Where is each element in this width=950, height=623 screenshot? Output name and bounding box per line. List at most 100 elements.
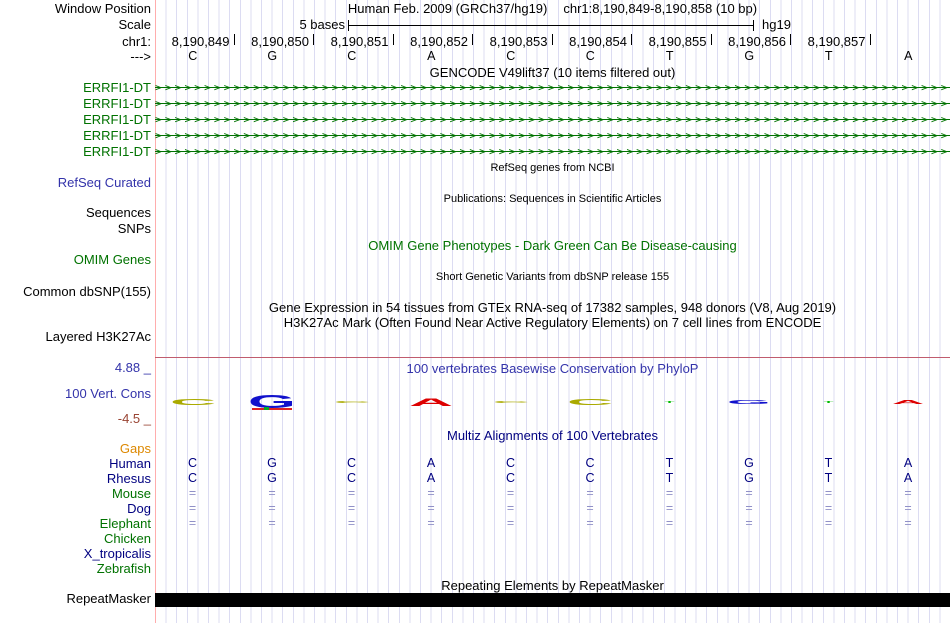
alignment-base: C <box>585 456 595 470</box>
track-label-gene[interactable]: ERRFI1-DT <box>83 128 151 143</box>
alignment-base: C <box>187 456 198 470</box>
gene-transcript-row[interactable]: >>>>>>>>>>>>>>>>>>>>>>>>>>>>>>>>>>>>>>>>… <box>155 97 950 110</box>
track-label-species-gaps[interactable]: Gaps <box>119 441 151 456</box>
gene-transcript-row[interactable]: >>>>>>>>>>>>>>>>>>>>>>>>>>>>>>>>>>>>>>>>… <box>155 129 950 142</box>
alignment-base: = <box>188 501 197 515</box>
ruler-tick <box>631 34 632 45</box>
ruler-tick <box>392 34 394 45</box>
alignment-base: G <box>267 471 277 485</box>
gene-transcript-row[interactable]: >>>>>>>>>>>>>>>>>>>>>>>>>>>>>>>>>>>>>>>>… <box>155 113 950 126</box>
alignment-base: T <box>824 456 833 470</box>
track-label-gene[interactable]: ERRFI1-DT <box>83 144 151 159</box>
title-gencode: GENCODE V49lift37 (10 items filtered out… <box>429 65 676 80</box>
scale-bar <box>348 25 754 26</box>
ruler-position-label: 8,190,853 <box>489 34 548 49</box>
track-label-species-rhesus[interactable]: Rhesus <box>106 471 151 486</box>
reference-base: T <box>665 49 674 63</box>
alignment-base: = <box>506 501 515 515</box>
window-position-header: Human Feb. 2009 (GRCh37/hg19) chr1:8,190,… <box>155 2 950 15</box>
gene-transcript-row[interactable]: >>>>>>>>>>>>>>>>>>>>>>>>>>>>>>>>>>>>>>>>… <box>155 145 950 158</box>
alignment-base: = <box>427 501 435 515</box>
phylop-base-glyph: G <box>248 391 297 413</box>
title-multiz: Multiz Alignments of 100 Vertebrates <box>446 428 658 443</box>
alignment-base: T <box>665 456 674 470</box>
assembly-title: Human Feb. 2009 (GRCh37/hg19) <box>347 1 548 16</box>
track-label-sequences[interactable]: Sequences <box>85 205 151 220</box>
phylop-glyph-extra <box>252 408 293 410</box>
title-h3k27ac: H3K27Ac Mark (Often Found Near Active Re… <box>283 315 822 330</box>
track-label-species-human[interactable]: Human <box>109 456 151 471</box>
scale-label: Scale <box>118 17 151 32</box>
alignment-base: = <box>586 501 594 515</box>
ruler-position-label: 8,190,855 <box>648 34 707 49</box>
ruler-tick <box>710 34 712 45</box>
alignment-base: = <box>745 516 753 530</box>
scale-value: 5 bases <box>299 17 345 32</box>
alignment-base: C <box>585 471 595 485</box>
title-publications: Publications: Sequences in Scientific Ar… <box>443 193 662 205</box>
track-label-refseq-curated[interactable]: RefSeq Curated <box>57 175 151 190</box>
track-label-gene[interactable]: ERRFI1-DT <box>83 80 151 95</box>
alignment-base: C <box>346 456 357 470</box>
alignment-base: = <box>188 486 197 500</box>
track-label-species-dog[interactable]: Dog <box>127 501 151 516</box>
phylop-base-glyph: T <box>823 400 834 404</box>
alignment-base: G <box>267 456 277 470</box>
track-label-species-mouse[interactable]: Mouse <box>111 486 151 501</box>
track-label-omim-genes[interactable]: OMIM Genes <box>73 252 151 267</box>
title-phylop: 100 vertebrates Basewise Conservation by… <box>406 361 699 376</box>
alignment-base: A <box>903 456 913 470</box>
track-label-gene[interactable]: ERRFI1-DT <box>83 112 151 127</box>
track-label-gene[interactable]: ERRFI1-DT <box>83 96 151 111</box>
alignment-base: A <box>426 471 436 485</box>
phylop-glyph-letter: G <box>727 398 772 406</box>
cons-axis-max: 4.88 _ <box>114 360 151 375</box>
ruler-position-label: 8,190,850 <box>251 34 309 49</box>
alignment-base: = <box>824 501 833 515</box>
reference-base: A <box>427 49 436 63</box>
gene-transcript-row[interactable]: >>>>>>>>>>>>>>>>>>>>>>>>>>>>>>>>>>>>>>>>… <box>155 81 950 94</box>
strand-arrow-label: ---> <box>130 49 151 64</box>
track-label-repeatmasker[interactable]: RepeatMasker <box>66 591 151 606</box>
alignment-base: G <box>744 456 754 470</box>
alignment-base: = <box>268 516 276 530</box>
alignment-base: = <box>586 516 594 530</box>
phylop-glyph-letter: C <box>567 397 614 407</box>
phylop-base-glyph: T <box>664 400 675 404</box>
ruler-tick <box>472 34 473 45</box>
phylop-glyph-letter: T <box>664 400 675 404</box>
track-label-common-dbsnp[interactable]: Common dbSNP(155) <box>23 284 151 299</box>
alignment-base: = <box>904 501 912 515</box>
alignment-base: = <box>665 486 674 500</box>
ruler-tick <box>869 34 871 45</box>
phylop-base-glyph: G <box>727 398 772 406</box>
track-label-species-elephant[interactable]: Elephant <box>99 516 151 531</box>
alignment-base: = <box>586 486 594 500</box>
phylop-glyph-letter: T <box>823 400 834 404</box>
title-refseq-ncbi: RefSeq genes from NCBI <box>490 162 615 174</box>
scale-bar-left-tick <box>348 20 349 31</box>
phylop-glyph-letter: G <box>248 391 297 413</box>
title-repeatmasker: Repeating Elements by RepeatMasker <box>441 578 664 593</box>
cons-axis-min: -4.5 _ <box>117 411 151 426</box>
alignment-base: = <box>904 516 912 530</box>
alignment-base: A <box>903 471 913 485</box>
phylop-base-glyph: C <box>170 398 216 406</box>
alignment-base: = <box>506 516 515 530</box>
title-gtex: Gene Expression in 54 tissues from GTEx … <box>268 300 837 315</box>
alignment-base: = <box>347 486 356 500</box>
track-label-species-zebrafish[interactable]: Zebrafish <box>96 561 151 576</box>
alignment-base: T <box>665 471 674 485</box>
ruler-tick <box>233 34 235 45</box>
track-label-snps[interactable]: SNPs <box>117 221 151 236</box>
phylop-base-glyph: C <box>567 397 614 407</box>
track-label-species-x_tropicalis[interactable]: X_tropicalis <box>83 546 151 561</box>
phylop-glyph-letter: A <box>892 398 925 406</box>
track-label-species-chicken[interactable]: Chicken <box>104 531 151 546</box>
reference-base: C <box>188 49 198 63</box>
track-label-layered-h3k27ac[interactable]: Layered H3K27Ac <box>45 329 151 344</box>
repeatmasker-bar[interactable] <box>155 593 950 607</box>
reference-base: G <box>267 49 278 63</box>
reference-base: C <box>347 49 357 63</box>
track-label-100-vert-cons[interactable]: 100 Vert. Cons <box>65 386 151 401</box>
